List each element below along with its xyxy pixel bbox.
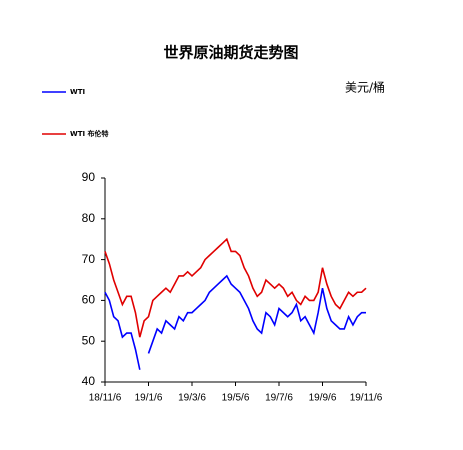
y-tick-label: 50: [82, 333, 96, 347]
y-tick-label: 90: [82, 170, 96, 184]
y-tick-label: 40: [82, 374, 96, 388]
unit-label: 美元/桶: [345, 80, 385, 95]
series-line: [104, 274, 366, 370]
x-tick-label: 19/5/6: [222, 393, 250, 404]
series-line: [104, 237, 367, 338]
legend-label: WTI: [70, 88, 85, 96]
x-tick-label: 19/3/6: [178, 393, 206, 404]
y-tick-label: 60: [82, 293, 96, 307]
x-tick-label: 18/11/6: [89, 393, 122, 404]
x-tick-label: 19/9/6: [309, 393, 337, 404]
x-tick-label: 19/11/6: [350, 393, 383, 404]
legend-label: WTI 布伦特: [70, 129, 109, 138]
x-tick-label: 19/1/6: [135, 393, 163, 404]
y-tick-label: 70: [82, 252, 96, 266]
x-tick-label: 19/7/6: [265, 393, 293, 404]
chart-title: 世界原油期货走势图: [163, 44, 298, 62]
y-tick-label: 80: [82, 211, 96, 225]
